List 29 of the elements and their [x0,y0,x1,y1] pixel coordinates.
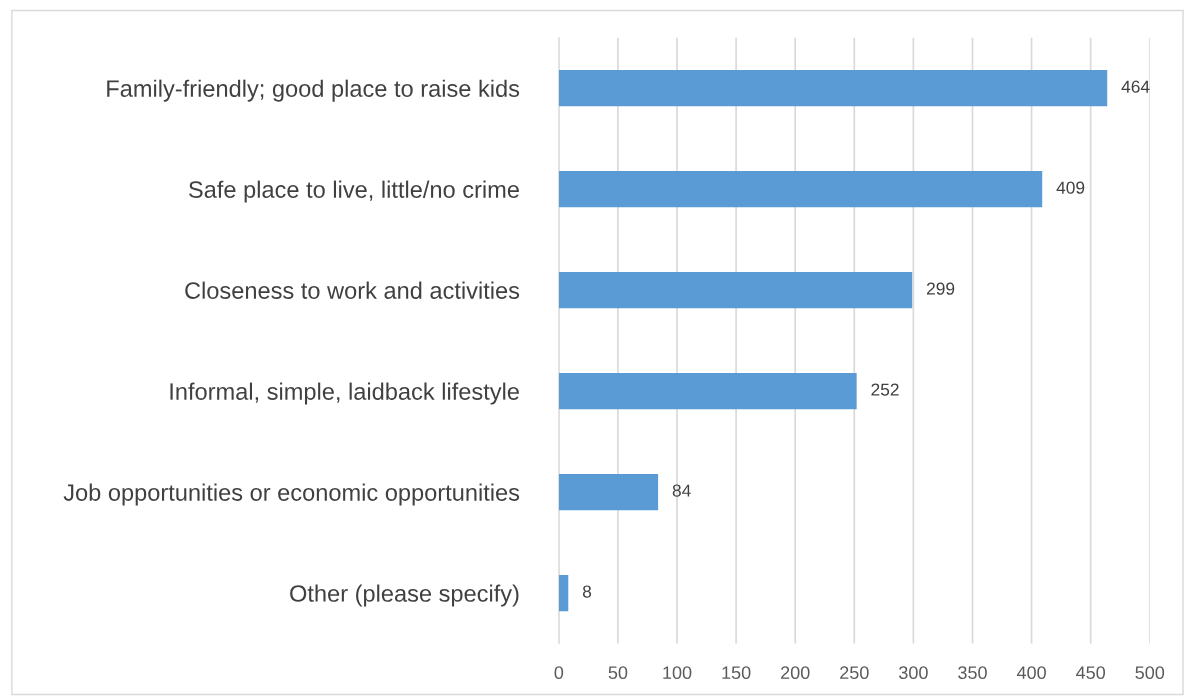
data-label: 464 [1121,80,1150,93]
bar [558,271,913,309]
data-label: 409 [1056,181,1085,194]
x-tick-label: 400 [1016,666,1046,680]
x-tick-label: 50 [608,666,628,680]
y-tick-label: Closeness to work and activities [185,281,520,299]
y-tick-label: Informal, simple, laidback lifestyle [170,382,519,405]
x-tick-label: 250 [840,666,869,680]
bar [558,70,1108,107]
data-label: 299 [926,282,955,295]
y-tick-label: Family-friendly; good place to raise kids [107,79,520,102]
x-tick-label: 0 [554,666,564,680]
x-tick-label: 450 [1076,666,1106,680]
data-label: 252 [871,383,899,396]
bar [558,170,1043,208]
data-label: 84 [672,484,691,497]
y-tick-label: Job opportunities or economic opportunities [63,483,520,506]
bar [558,473,659,511]
x-tick-label: 100 [663,666,692,680]
x-tick-label: 300 [899,666,928,680]
x-tick-label: 350 [958,666,987,680]
y-tick-label: Other (please specify) [290,584,519,607]
x-tick-label: 500 [1135,666,1165,680]
bar [558,574,569,612]
x-tick-label: 200 [781,666,810,680]
y-tick-label: Safe place to live, little/no crime [189,180,519,203]
data-label: 8 [582,585,592,598]
x-tick-label: 150 [722,666,751,680]
bar [558,372,857,410]
